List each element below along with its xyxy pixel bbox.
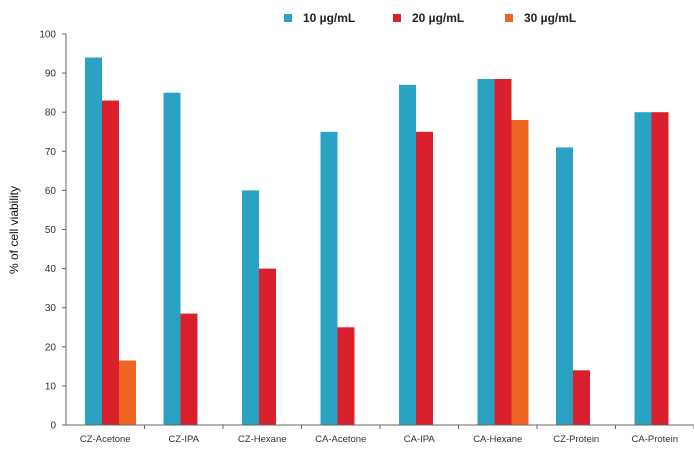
y-axis-title: % of cell viability [7,186,21,274]
y-tick-label: 50 [45,225,57,236]
bar [511,120,529,425]
bar [119,360,136,425]
bar [556,147,573,425]
bar [337,327,355,426]
legend-label: 30 µg/mL [524,11,576,25]
legend: 10 µg/mL 20 µg/mL 30 µg/mL [284,11,576,25]
y-tick-label: 20 [45,342,57,353]
bar [85,57,102,425]
x-tick-label: CZ-Hexane [238,434,287,445]
legend-swatch [505,14,513,22]
bars [85,57,669,426]
legend-label: 10 µg/mL [303,11,355,25]
bar [494,79,512,425]
y-tick-label: 10 [45,381,57,392]
y-tick-label: 70 [45,147,57,158]
x-tick-label: CA-Protein [632,434,678,445]
legend-swatch [393,14,401,22]
x-axis: CZ-Acetone CZ-IPA CZ-Hexane CA-Acetone CA-IP… [66,424,694,445]
x-tick-label: CA-Acetone [315,434,366,445]
y-tick-label: 40 [45,264,57,275]
bar [180,313,198,425]
y-tick-label: 80 [45,108,57,119]
bar [163,92,181,425]
bar [477,79,495,425]
bar [573,370,590,425]
y-tick-label: 60 [45,186,57,197]
x-tick-label: CZ-Protein [553,434,599,445]
bar [259,268,276,425]
x-tick-label: CZ-IPA [169,434,200,445]
x-tick-label: CA-Hexane [473,434,522,445]
x-tick-label: CA-IPA [404,434,436,445]
bar [416,131,433,426]
y-tick-label: 30 [45,303,57,314]
legend-swatch [284,14,292,22]
y-tick-label: 0 [50,421,56,432]
bar [399,84,416,426]
x-tick-label: CZ-Acetone [80,434,131,445]
bar [320,131,338,426]
bar [242,190,259,425]
bar [102,100,119,425]
y-tick-label: 90 [45,69,57,80]
y-axis: 0 10 20 30 40 50 60 70 80 90 100 [39,30,67,432]
bar [651,112,669,425]
bar [634,112,652,425]
legend-label: 20 µg/mL [412,11,464,25]
y-tick-label: 100 [39,30,56,41]
